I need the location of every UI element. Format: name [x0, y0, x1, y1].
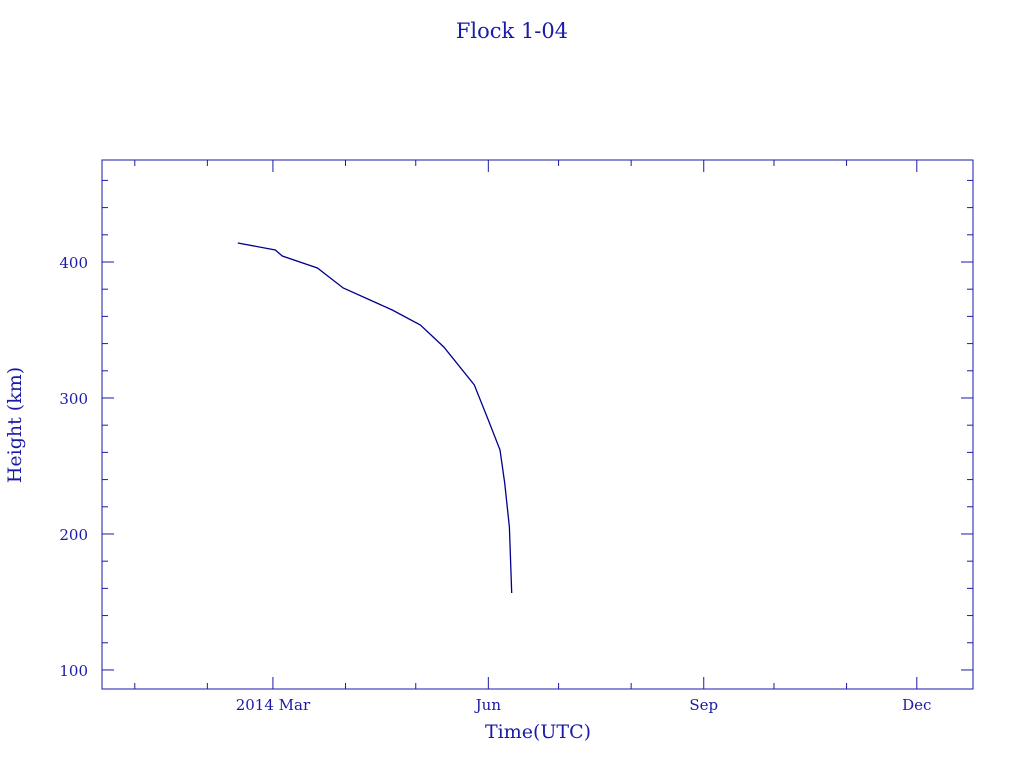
y-tick-label: 300	[59, 390, 88, 408]
x-axis-label: Time(UTC)	[485, 721, 591, 743]
plot-frame	[101, 159, 974, 690]
y-tick-label: 200	[59, 526, 88, 544]
x-tick-label: 2014 Mar	[236, 696, 311, 714]
x-tick-label: Jun	[474, 696, 502, 714]
x-tick-label: Dec	[902, 696, 931, 714]
chart-title: Flock 1-04	[456, 19, 568, 43]
y-axis-label: Height (km)	[4, 367, 26, 483]
y-tick-label: 400	[59, 254, 88, 272]
x-tick-label: Sep	[689, 696, 718, 714]
series-line	[237, 242, 513, 594]
y-tick-label: 100	[59, 662, 88, 680]
